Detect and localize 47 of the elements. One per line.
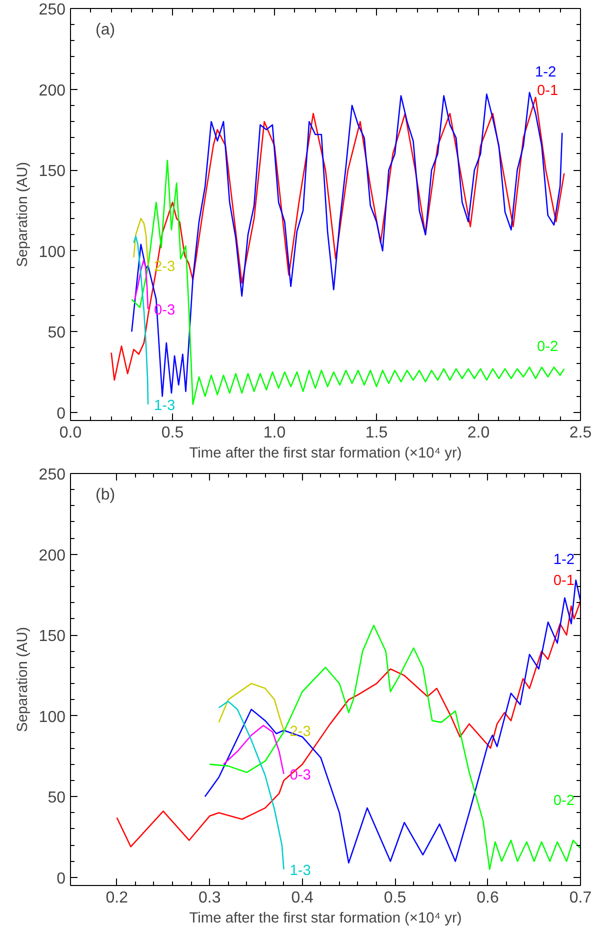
line-series xyxy=(218,682,284,732)
y-tick-label: 0 xyxy=(56,405,66,422)
series-label: 0-1 xyxy=(553,573,575,590)
y-tick-label: 150 xyxy=(38,163,66,180)
series-label: 1-3 xyxy=(290,862,311,879)
x-tick-label: 0.5 xyxy=(384,890,406,906)
y-tick-label: 250 xyxy=(38,2,66,18)
line-series xyxy=(133,236,149,405)
series-label: 0-3 xyxy=(290,768,311,784)
y-tick-label: 200 xyxy=(38,547,66,564)
x-tick-label: 2.0 xyxy=(467,424,490,442)
x-tick-label: 1.5 xyxy=(365,424,388,442)
x-tick-label: 1.0 xyxy=(263,424,286,442)
series-label: 0-2 xyxy=(536,339,558,356)
annotation: (a) xyxy=(96,22,116,38)
x-tick-label: 0.5 xyxy=(161,424,184,442)
x-tick-label: 0.2 xyxy=(106,890,128,906)
y-tick-label: 250 xyxy=(38,466,66,484)
series-label: 1-3 xyxy=(154,398,176,414)
line-series xyxy=(218,700,284,870)
x-tick-label: 0.4 xyxy=(291,890,314,906)
y-tick-label: 50 xyxy=(48,324,66,342)
x-axis-title: Time after the first star formation (×10⁴ yr) xyxy=(189,446,462,462)
text: 0-2 xyxy=(553,792,575,809)
y-tick-label: 150 xyxy=(38,628,66,646)
line-series xyxy=(222,724,284,775)
y-tick-label: 50 xyxy=(48,790,66,807)
series-label: 2-3 xyxy=(290,724,311,740)
y-axis-title: Separation (AU) xyxy=(14,162,31,268)
x-axis-title: Time after the first star formation (×10⁴ yr) xyxy=(189,910,462,926)
annotation: (b) xyxy=(96,486,116,504)
x-tick-label: 0.0 xyxy=(59,424,82,442)
y-tick-label: 100 xyxy=(38,244,66,261)
y-tick-label: 0 xyxy=(56,870,66,888)
y-tick-label: 200 xyxy=(38,82,66,100)
series-label: 1-2 xyxy=(534,64,556,80)
y-axis-title: Separation (AU) xyxy=(14,626,31,732)
line-series xyxy=(134,260,149,310)
x-tick-label: 2.5 xyxy=(569,424,592,442)
x-tick-label: 0.7 xyxy=(569,890,592,906)
x-tick-label: 0.3 xyxy=(198,890,221,906)
line-series xyxy=(133,218,149,266)
series-label: 1-2 xyxy=(553,552,575,568)
x-tick-label: 0.6 xyxy=(476,890,499,906)
series-label: 0-1 xyxy=(536,82,558,99)
y-tick-label: 100 xyxy=(38,708,66,726)
line-series xyxy=(116,600,580,848)
